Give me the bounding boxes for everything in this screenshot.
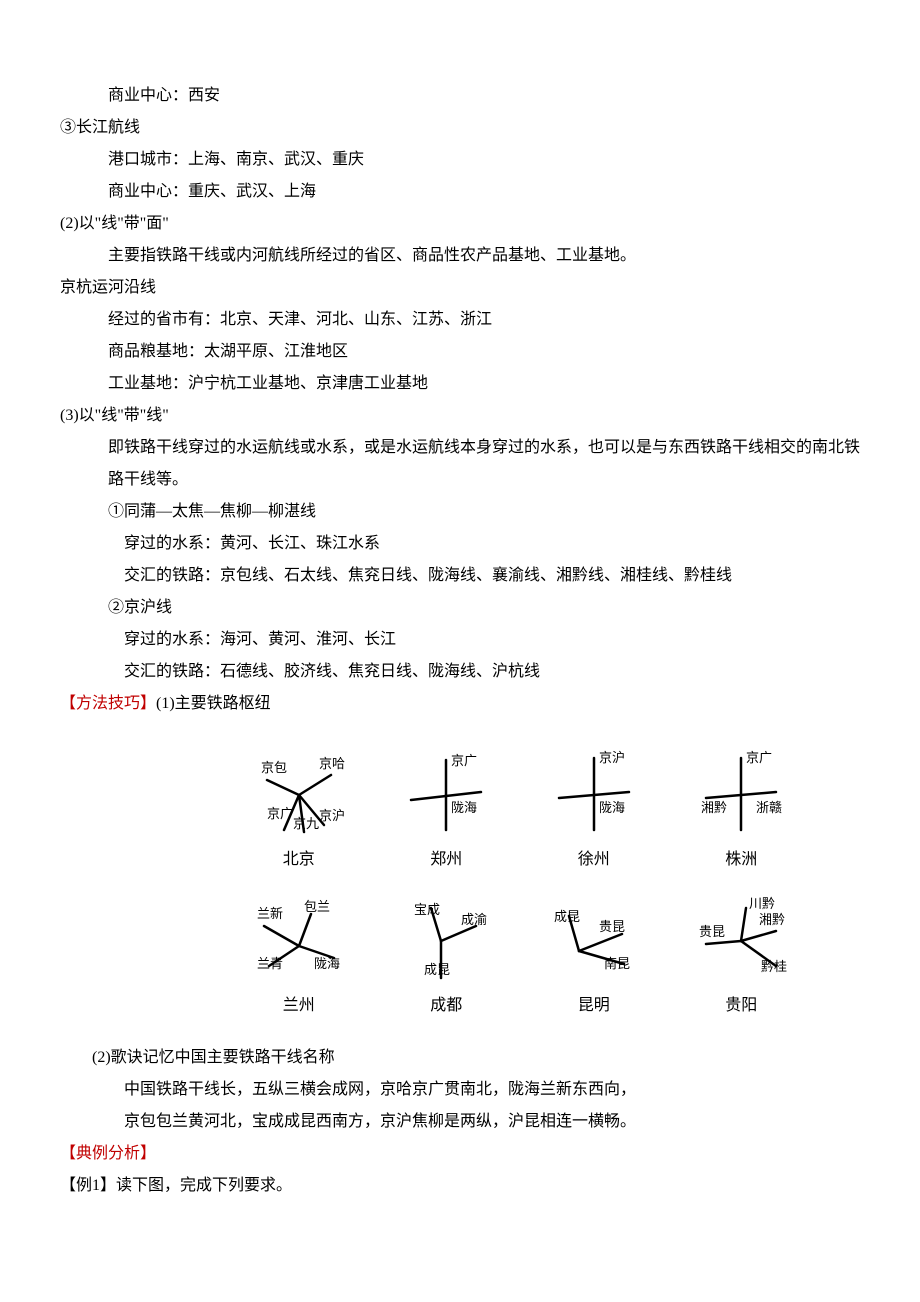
svg-text:陇海: 陇海 — [599, 800, 625, 815]
text-line: 中国铁路干线长，五纵三横会成网，京哈京广贯南北，陇海兰新东西向， — [60, 1074, 860, 1106]
method-label: 【方法技巧】 — [60, 695, 156, 712]
hub-svg: 京沪陇海 — [539, 740, 649, 840]
example-heading: 【典例分析】 — [60, 1138, 860, 1170]
hub-city-label: 兰州 — [240, 990, 358, 1022]
svg-text:京广: 京广 — [746, 750, 772, 765]
hub-diagram: 川黔贵昆 湘黔黔桂贵阳 — [683, 886, 801, 1022]
svg-text:成昆: 成昆 — [424, 962, 450, 977]
text-line: 港口城市：上海、南京、武汉、重庆 — [60, 144, 860, 176]
text-line: ③长江航线 — [60, 112, 860, 144]
text-line: 京杭运河沿线 — [60, 272, 860, 304]
railway-hub-diagrams: 京包京哈京广京九京沪北京京广陇海郑州京沪陇海徐州京广湘黔浙赣株洲兰新包兰兰青陇海… — [240, 740, 800, 1022]
hub-city-label: 昆明 — [535, 990, 653, 1022]
hub-city-label: 北京 — [240, 844, 358, 876]
svg-text:京九: 京九 — [293, 816, 319, 831]
svg-text:陇海: 陇海 — [314, 956, 340, 971]
text-line: 商业中心：重庆、武汉、上海 — [60, 176, 860, 208]
hub-svg: 兰新 包兰兰青 陇海 — [244, 886, 354, 986]
svg-text:包兰: 包兰 — [304, 899, 330, 914]
text-line: 穿过的水系：海河、黄河、淮河、长江 — [60, 624, 860, 656]
text-line: 商品粮基地：太湖平原、江淮地区 — [60, 336, 860, 368]
example-line: 【例1】读下图，完成下列要求。 — [60, 1170, 860, 1202]
text-line: 主要指铁路干线或内河航线所经过的省区、商品性农产品基地、工业基地。 — [60, 240, 860, 272]
hub-svg: 京广陇海 — [391, 740, 501, 840]
hub-svg: 川黔贵昆 湘黔黔桂 — [686, 886, 796, 986]
text-line: 交汇的铁路：石德线、胶济线、焦兖日线、陇海线、沪杭线 — [60, 656, 860, 688]
svg-text:南昆: 南昆 — [604, 956, 630, 971]
text-line: 京包包兰黄河北，宝成成昆西南方，京沪焦柳是两纵，沪昆相连一横畅。 — [60, 1106, 860, 1138]
text-line: 交汇的铁路：京包线、石太线、焦兖日线、陇海线、襄渝线、湘黔线、湘桂线、黔桂线 — [60, 560, 860, 592]
svg-text:贵昆: 贵昆 — [599, 919, 625, 934]
text-line: 商业中心：西安 — [60, 80, 860, 112]
hub-svg: 宝成成渝成昆 — [391, 886, 501, 986]
svg-text:京沪: 京沪 — [599, 750, 625, 765]
svg-text:京广: 京广 — [451, 753, 477, 768]
hub-diagram: 宝成成渝成昆成都 — [388, 886, 506, 1022]
hub-svg: 成昆贵昆南昆 — [539, 886, 649, 986]
hub-city-label: 成都 — [388, 990, 506, 1022]
hub-diagram: 京广湘黔 浙赣株洲 — [683, 740, 801, 876]
svg-text:京沪: 京沪 — [319, 808, 345, 823]
hub-svg: 京广湘黔 浙赣 — [686, 740, 796, 840]
text-line: (3)以"线"带"线" — [60, 400, 860, 432]
svg-text:川黔: 川黔 — [749, 896, 775, 911]
svg-text:黔桂: 黔桂 — [761, 959, 787, 974]
svg-text:京广: 京广 — [267, 806, 293, 821]
text-line: 工业基地：沪宁杭工业基地、京津唐工业基地 — [60, 368, 860, 400]
hub-city-label: 贵阳 — [683, 990, 801, 1022]
svg-text:京哈: 京哈 — [319, 756, 345, 771]
text-line: 即铁路干线穿过的水运航线或水系，或是水运航线本身穿过的水系，也可以是与东西铁路干… — [60, 432, 860, 496]
hub-diagram: 京沪陇海徐州 — [535, 740, 653, 876]
text-line: ①同蒲—太焦—焦柳—柳湛线 — [60, 496, 860, 528]
method-heading: 【方法技巧】(1)主要铁路枢纽 — [60, 688, 860, 720]
svg-text:成渝: 成渝 — [461, 912, 487, 927]
svg-text:陇海: 陇海 — [451, 800, 477, 815]
svg-text:兰新: 兰新 — [257, 906, 283, 921]
hub-city-label: 郑州 — [388, 844, 506, 876]
document-body: 商业中心：西安 ③长江航线 港口城市：上海、南京、武汉、重庆 商业中心：重庆、武… — [60, 80, 860, 1202]
svg-text:兰青: 兰青 — [257, 956, 283, 971]
text-line: 穿过的水系：黄河、长江、珠江水系 — [60, 528, 860, 560]
hub-city-label: 株洲 — [683, 844, 801, 876]
hub-svg: 京包 京哈京广京九京沪 — [244, 740, 354, 840]
svg-text:浙赣: 浙赣 — [756, 800, 782, 815]
hub-diagram: 兰新 包兰兰青 陇海兰州 — [240, 886, 358, 1022]
svg-text:湘黔: 湘黔 — [759, 912, 785, 927]
text-line: (2)歌诀记忆中国主要铁路干线名称 — [60, 1042, 860, 1074]
method-text: (1)主要铁路枢纽 — [156, 695, 271, 712]
svg-text:湘黔: 湘黔 — [701, 800, 727, 815]
hub-diagram: 京广陇海郑州 — [388, 740, 506, 876]
svg-text:贵昆: 贵昆 — [699, 924, 725, 939]
hub-diagram: 成昆贵昆南昆昆明 — [535, 886, 653, 1022]
svg-text:成昆: 成昆 — [554, 909, 580, 924]
hub-diagram: 京包 京哈京广京九京沪北京 — [240, 740, 358, 876]
svg-text:京包: 京包 — [261, 760, 287, 775]
text-line: (2)以"线"带"面" — [60, 208, 860, 240]
text-line: ②京沪线 — [60, 592, 860, 624]
hub-city-label: 徐州 — [535, 844, 653, 876]
text-line: 经过的省市有：北京、天津、河北、山东、江苏、浙江 — [60, 304, 860, 336]
svg-text:宝成: 宝成 — [414, 902, 440, 917]
